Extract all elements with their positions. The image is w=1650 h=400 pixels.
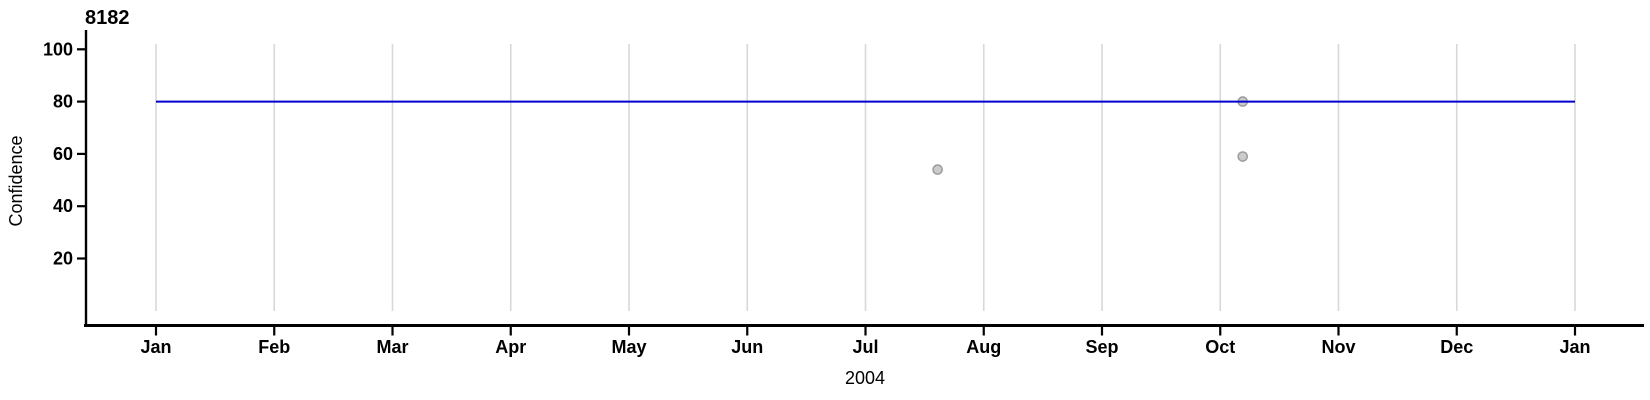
x-tick-label: Sep [1085, 337, 1118, 357]
chart-title: 8182 [85, 7, 130, 29]
x-tick-label: Apr [495, 337, 526, 357]
x-tick-label: May [611, 337, 646, 357]
tick-layer: 20 40 60 80 100 Jan Feb Mar Apr May Jun Jul Aug Sep Oc… [43, 39, 1591, 357]
y-tick-label: 20 [53, 249, 73, 269]
y-tick-label: 80 [53, 92, 73, 112]
x-tick-label: Jan [1559, 337, 1590, 357]
data-point [1237, 151, 1249, 162]
x-tick-label: Aug [966, 337, 1001, 357]
y-tick-label: 100 [43, 39, 73, 59]
data-point-layer [932, 96, 1249, 175]
y-tick-label: 40 [53, 196, 73, 216]
x-tick-label: Jan [140, 337, 171, 357]
y-tick-label: 60 [53, 144, 73, 164]
x-tick-label: Dec [1440, 337, 1473, 357]
gridline-layer [155, 44, 1576, 311]
x-tick-label: Mar [376, 337, 408, 357]
x-tick-label: Nov [1321, 337, 1355, 357]
x-tick-label: Feb [258, 337, 290, 357]
data-point [932, 164, 943, 175]
axis-layer [84, 30, 1644, 327]
y-axis-label: Confidence [6, 135, 26, 226]
x-tick-label: Oct [1205, 337, 1235, 357]
x-tick-label: Jul [852, 337, 878, 357]
x-axis-label: 2004 [845, 368, 885, 388]
x-tick-label: Jun [731, 337, 763, 357]
